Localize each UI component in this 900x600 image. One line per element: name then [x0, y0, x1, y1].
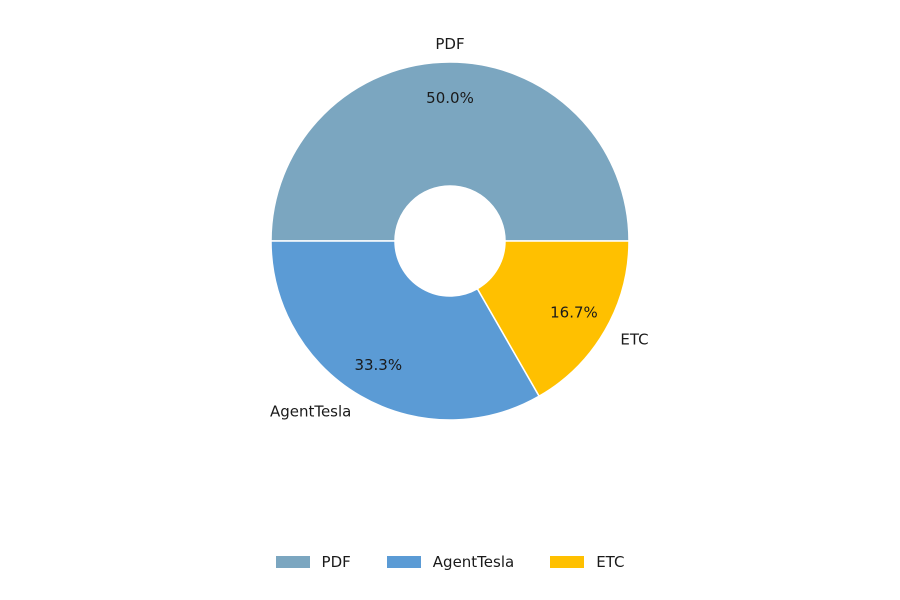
legend-swatch-pdf [275, 556, 310, 568]
legend: PDF AgentTesla ETC [0, 549, 900, 575]
legend-swatch-agenttesla [386, 556, 421, 568]
legend-label-etc: ETC [596, 553, 625, 571]
slice-agenttesla [270, 240, 541, 421]
slice-pdf [270, 61, 630, 242]
legend-swatch-etc [550, 556, 585, 568]
legend-item-pdf: PDF [275, 553, 351, 571]
percent-label-agenttesla: 33.3% [354, 356, 402, 374]
legend-item-agenttesla: AgentTesla [386, 553, 515, 571]
legend-item-etc: ETC [550, 553, 624, 571]
percent-label-pdf: 50.0% [426, 89, 474, 107]
category-label-pdf: PDF [435, 35, 464, 53]
legend-label-agenttesla: AgentTesla [432, 553, 515, 571]
slice-etc [476, 240, 630, 398]
legend-label-pdf: PDF [321, 553, 351, 571]
category-label-etc: ETC [620, 331, 648, 349]
percent-label-etc: 16.7% [550, 304, 598, 322]
category-label-agenttesla: AgentTesla [270, 402, 351, 420]
